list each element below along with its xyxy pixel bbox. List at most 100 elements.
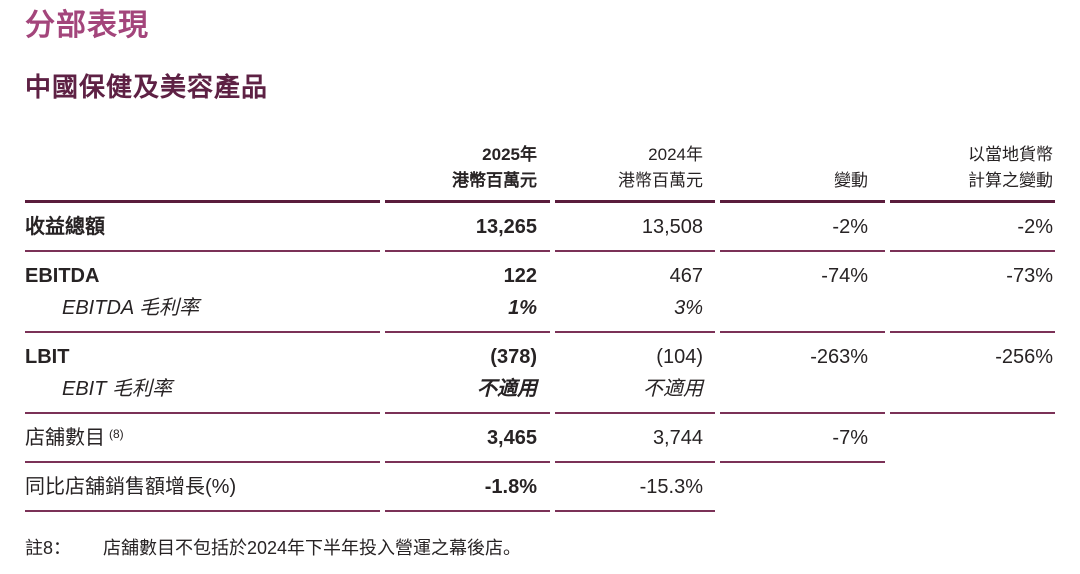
value-cell: -263% bbox=[810, 346, 868, 368]
rule-segment bbox=[890, 461, 1055, 463]
rule-segment bbox=[720, 331, 885, 333]
value-cell bbox=[720, 292, 885, 324]
table-body: 收益總額 13,265 13,508 -2% -2% EBITDA 122 467 -74% -7… bbox=[25, 200, 1055, 512]
segment-title: 中國保健及美容產品 bbox=[25, 73, 269, 103]
rule-segment bbox=[385, 250, 550, 252]
header-rule bbox=[25, 200, 1055, 203]
rule-segment bbox=[25, 250, 380, 252]
value-cell: 不適用 bbox=[643, 378, 703, 400]
rule-segment bbox=[25, 412, 380, 414]
rule-segment bbox=[555, 250, 715, 252]
footnote: 註8： 店舖數目不包括於2024年下半年投入營運之幕後店。 bbox=[25, 536, 1055, 560]
footnote-marker: (8) bbox=[109, 427, 124, 441]
row-label: 同比店舖銷售額增長(%) bbox=[25, 471, 380, 503]
table-row-group: 收益總額 13,265 13,508 -2% -2% bbox=[25, 203, 1055, 252]
group-rule bbox=[25, 250, 1055, 252]
rule-segment bbox=[555, 412, 715, 414]
value-cell: (378) bbox=[490, 346, 537, 368]
row-label: EBITDA 毛利率 bbox=[25, 292, 380, 324]
header-cell: 變動 bbox=[720, 168, 885, 194]
table-row: EBITDA 122 467 -74% -73% bbox=[25, 260, 1055, 292]
footnote-label: 註8： bbox=[25, 538, 72, 558]
value-cell: 3,465 bbox=[486, 427, 537, 449]
rule-segment bbox=[555, 200, 715, 203]
value-cell: 13,508 bbox=[641, 216, 703, 238]
row-label-text: 收益總額 bbox=[25, 216, 105, 238]
value-cell: 3,744 bbox=[652, 427, 703, 449]
rule-segment bbox=[890, 510, 1055, 512]
value-cell: -1.8% bbox=[484, 476, 537, 498]
rule-segment bbox=[385, 331, 550, 333]
group-rule bbox=[25, 331, 1055, 333]
value-cell: -73% bbox=[1006, 265, 1053, 287]
row-label-text: 同比店舖銷售額增長(%) bbox=[25, 476, 237, 498]
rule-segment bbox=[25, 510, 380, 512]
footnote-text: 店舖數目不包括於2024年下半年投入營運之幕後店。 bbox=[103, 538, 522, 558]
value-cell: 467 bbox=[669, 265, 703, 287]
table-row: LBIT (378) (104) -263% -256% bbox=[25, 341, 1055, 373]
header-cell: 2024年港幣百萬元 bbox=[555, 142, 715, 194]
row-label: EBIT 毛利率 bbox=[25, 373, 380, 405]
value-cell: 3% bbox=[674, 297, 703, 319]
row-label: EBITDA bbox=[25, 260, 380, 292]
rule-segment bbox=[25, 461, 380, 463]
header-line: 港幣百萬元 bbox=[618, 171, 703, 190]
row-label-text: EBITDA 毛利率 bbox=[62, 297, 200, 319]
header-line: 2024年 bbox=[648, 145, 703, 164]
table-row: EBIT 毛利率 不適用 不適用 bbox=[25, 373, 1055, 405]
rule-segment bbox=[890, 331, 1055, 333]
rule-segment bbox=[385, 412, 550, 414]
value-cell: -15.3% bbox=[639, 476, 703, 498]
table-row-group: 店舖數目 (8) 3,465 3,744 -7% bbox=[25, 414, 1055, 463]
segment-performance-table: 2025年 港幣百萬元 2024年 港幣百萬元 變動 以當地貨幣 計算之變動 收益總額 13,… bbox=[25, 142, 1055, 512]
header-line: 港幣百萬元 bbox=[452, 171, 537, 190]
row-label-text: 店舖數目 bbox=[25, 427, 105, 449]
value-cell bbox=[890, 422, 1055, 454]
header-line: 變動 bbox=[834, 171, 868, 190]
rule-segment bbox=[25, 200, 380, 203]
group-rule bbox=[25, 510, 1055, 512]
header-line: 計算之變動 bbox=[968, 171, 1053, 190]
rule-segment bbox=[890, 250, 1055, 252]
value-cell bbox=[890, 292, 1055, 324]
table-row: 店舖數目 (8) 3,465 3,744 -7% bbox=[25, 422, 1055, 454]
page-title: 分部表現 bbox=[25, 8, 149, 43]
value-cell: -7% bbox=[832, 427, 868, 449]
header-line: 2025年 bbox=[482, 145, 537, 164]
row-label: LBIT bbox=[25, 341, 380, 373]
row-label-text: LBIT bbox=[25, 346, 70, 368]
rule-segment bbox=[385, 461, 550, 463]
value-cell: -2% bbox=[1017, 216, 1053, 238]
rule-segment bbox=[25, 331, 380, 333]
value-cell bbox=[890, 471, 1055, 503]
rule-segment bbox=[385, 510, 550, 512]
header-line: 以當地貨幣 bbox=[968, 145, 1053, 164]
rule-segment bbox=[720, 412, 885, 414]
table-header-row: 2025年 港幣百萬元 2024年 港幣百萬元 變動 以當地貨幣 計算之變動 bbox=[25, 142, 1055, 200]
rule-segment bbox=[720, 461, 885, 463]
table-row-group: 同比店舖銷售額增長(%) -1.8% -15.3% bbox=[25, 463, 1055, 512]
rule-segment bbox=[720, 250, 885, 252]
header-cell: 以當地貨幣計算之變動 bbox=[890, 142, 1055, 194]
rule-segment bbox=[555, 510, 715, 512]
value-cell bbox=[890, 373, 1055, 405]
row-label: 收益總額 bbox=[25, 211, 380, 243]
value-cell: 不適用 bbox=[477, 378, 537, 400]
value-cell bbox=[720, 471, 885, 503]
rule-segment bbox=[385, 200, 550, 203]
value-cell: (104) bbox=[656, 346, 703, 368]
value-cell: 13,265 bbox=[475, 216, 537, 238]
value-cell bbox=[720, 373, 885, 405]
rule-segment bbox=[720, 510, 885, 512]
rule-segment bbox=[890, 200, 1055, 203]
value-cell: 122 bbox=[503, 265, 537, 287]
group-rule bbox=[25, 461, 1055, 463]
value-cell: -2% bbox=[832, 216, 868, 238]
table-row-group: LBIT (378) (104) -263% -256% EBIT 毛利率 不適用 不適用 bbox=[25, 333, 1055, 414]
table-row: 同比店舖銷售額增長(%) -1.8% -15.3% bbox=[25, 471, 1055, 503]
table-row: EBITDA 毛利率 1% 3% bbox=[25, 292, 1055, 324]
rule-segment bbox=[890, 412, 1055, 414]
header-cell: 2025年港幣百萬元 bbox=[385, 142, 550, 194]
value-cell: 1% bbox=[508, 297, 537, 319]
